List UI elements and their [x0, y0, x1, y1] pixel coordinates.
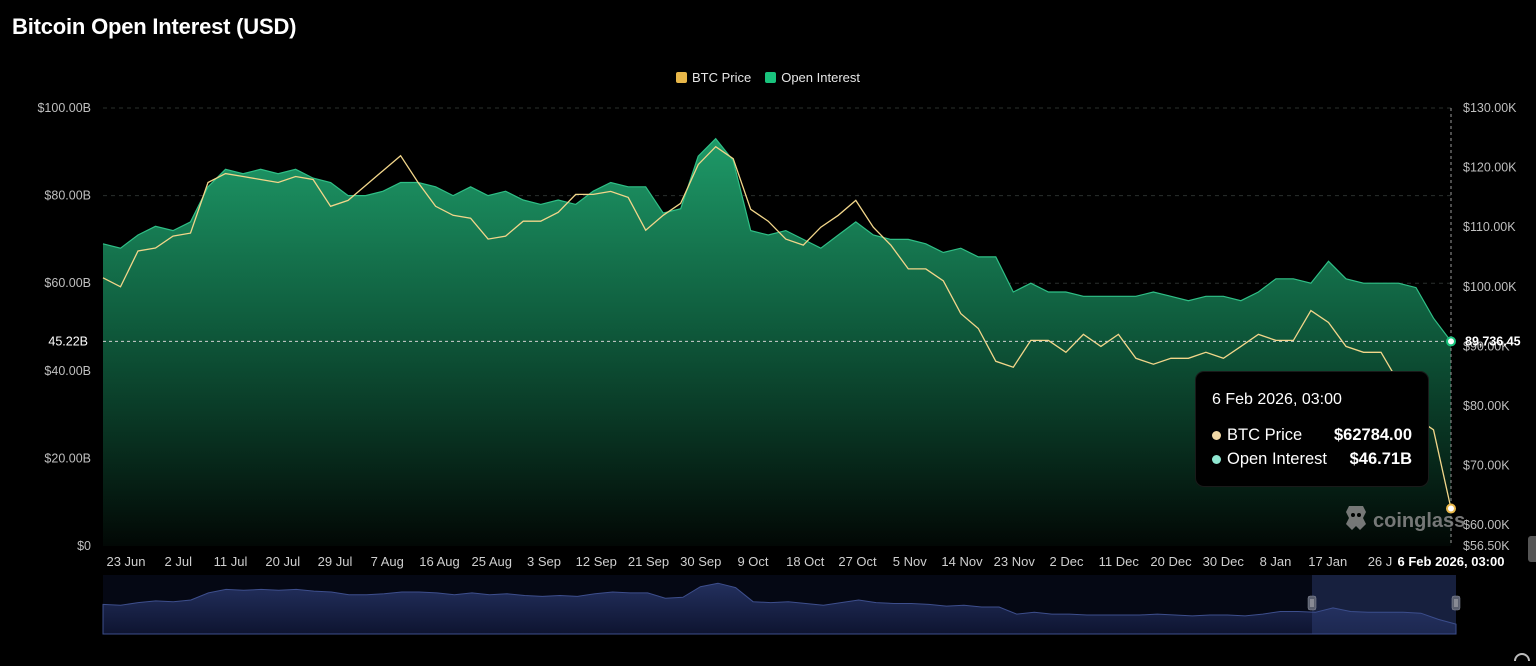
y-left-tick-label: $40.00B [44, 364, 91, 378]
navigator-handle-right[interactable] [1451, 595, 1461, 611]
side-panel-toggle[interactable] [1528, 536, 1536, 562]
coinglass-watermark: coinglass [1344, 504, 1465, 538]
x-tick-label: 21 Sep [628, 554, 669, 569]
navigator-series [102, 582, 1457, 635]
tooltip-time: 6 Feb 2026, 03:00 [1212, 391, 1342, 408]
tooltip-value-open-interest: $46.71B [1349, 450, 1412, 468]
page-title: Bitcoin Open Interest (USD) [12, 14, 297, 39]
x-tick-label: 9 Oct [737, 554, 768, 569]
tooltip-dot-open-interest [1212, 455, 1221, 464]
btc-price-line [102, 145, 1452, 509]
x-tick-label: 17 Jan [1308, 554, 1347, 569]
crosshair-right-value: 89,736.45 [1465, 334, 1521, 348]
tooltip-dot-btc-price [1212, 431, 1221, 440]
y-left-tick-label: $100.00B [37, 101, 91, 115]
legend-item-btc-price[interactable]: BTC Price [675, 70, 752, 85]
y-right-tick-label: $60.00K [1463, 518, 1510, 532]
x-tick-label: 7 Aug [371, 554, 404, 569]
y-right-tick-label: $110.00K [1463, 220, 1516, 234]
x-tick-label: 2 Dec [1050, 554, 1084, 569]
x-tick-label: 2 Jul [165, 554, 193, 569]
legend-swatch-btc-price [675, 72, 687, 83]
x-tick-label: 30 Dec [1203, 554, 1245, 569]
y-right-tick-label: $80.00K [1463, 399, 1510, 413]
crosshair-left-value: 45.22B [48, 334, 88, 348]
legend-item-open-interest[interactable]: Open Interest [765, 70, 860, 85]
x-tick-label: 27 Oct [838, 554, 877, 569]
tooltip-row-open-interest: Open Interest $46.71B [1212, 450, 1412, 469]
x-tick-label: 25 Aug [472, 554, 513, 569]
x-tick-label: 8 Jan [1260, 554, 1292, 569]
chart-legend: BTC Price Open Interest [0, 70, 1536, 85]
y-right-tick-label: $70.00K [1463, 459, 1510, 473]
tooltip-value-btc-price: $62784.00 [1334, 426, 1412, 444]
tooltip-label-btc-price: BTC Price [1227, 426, 1303, 444]
y-left-tick-label: $20.00B [44, 451, 91, 465]
x-tick-label: 11 Dec [1099, 554, 1140, 569]
y-left-tick-label: $0 [77, 539, 91, 553]
x-tick-label: 12 Sep [576, 554, 617, 569]
open-interest-line [102, 137, 1452, 342]
legend-label-btc-price: BTC Price [691, 70, 752, 85]
y-right-tick-label: $130.00K [1463, 101, 1517, 115]
settings-gear-icon[interactable] [1512, 648, 1532, 666]
open-interest-point [1446, 336, 1456, 347]
legend-label-open-interest: Open Interest [781, 70, 860, 85]
coinglass-logo-icon [1344, 504, 1368, 538]
chart-tooltip: 6 Feb 2026, 03:00 BTC Price $62784.00 Op… [1196, 372, 1428, 486]
y-right-tick-label: $120.00K [1463, 161, 1517, 175]
x-tick-label: 14 Nov [941, 554, 983, 569]
open-interest-area [103, 138, 1451, 546]
navigator-selection[interactable] [1312, 575, 1456, 634]
x-crosshair-label: 6 Feb 2026, 03:00 [1398, 554, 1505, 569]
x-tick-label: 16 Aug [419, 554, 460, 569]
x-tick-label: 3 Sep [527, 554, 561, 569]
x-tick-label: 20 Jul [265, 554, 300, 569]
watermark-text: coinglass [1373, 509, 1466, 532]
btc-price-point [1446, 503, 1456, 514]
x-tick-label: 26 J [1368, 554, 1393, 569]
x-tick-label: 30 Sep [680, 554, 721, 569]
tooltip-row-btc-price: BTC Price $62784.00 [1212, 426, 1412, 445]
navigator-handle-left[interactable] [1307, 595, 1317, 611]
y-left-tick-label: $60.00B [44, 276, 91, 290]
x-tick-label: 23 Nov [994, 554, 1036, 569]
x-tick-label: 18 Oct [786, 554, 825, 569]
x-tick-label: 20 Dec [1150, 554, 1192, 569]
y-left-tick-label: $80.00B [44, 189, 91, 203]
x-tick-label: 29 Jul [318, 554, 353, 569]
legend-swatch-open-interest [765, 72, 777, 83]
y-right-tick-label: $56.50K [1463, 539, 1510, 553]
x-tick-label: 23 Jun [106, 554, 145, 569]
x-tick-label: 11 Jul [214, 554, 248, 569]
y-right-tick-label: $100.00K [1463, 280, 1517, 294]
x-tick-label: 5 Nov [893, 554, 927, 569]
tooltip-label-open-interest: Open Interest [1227, 450, 1327, 468]
y-right-tick-label: $90.00K [1463, 339, 1510, 353]
